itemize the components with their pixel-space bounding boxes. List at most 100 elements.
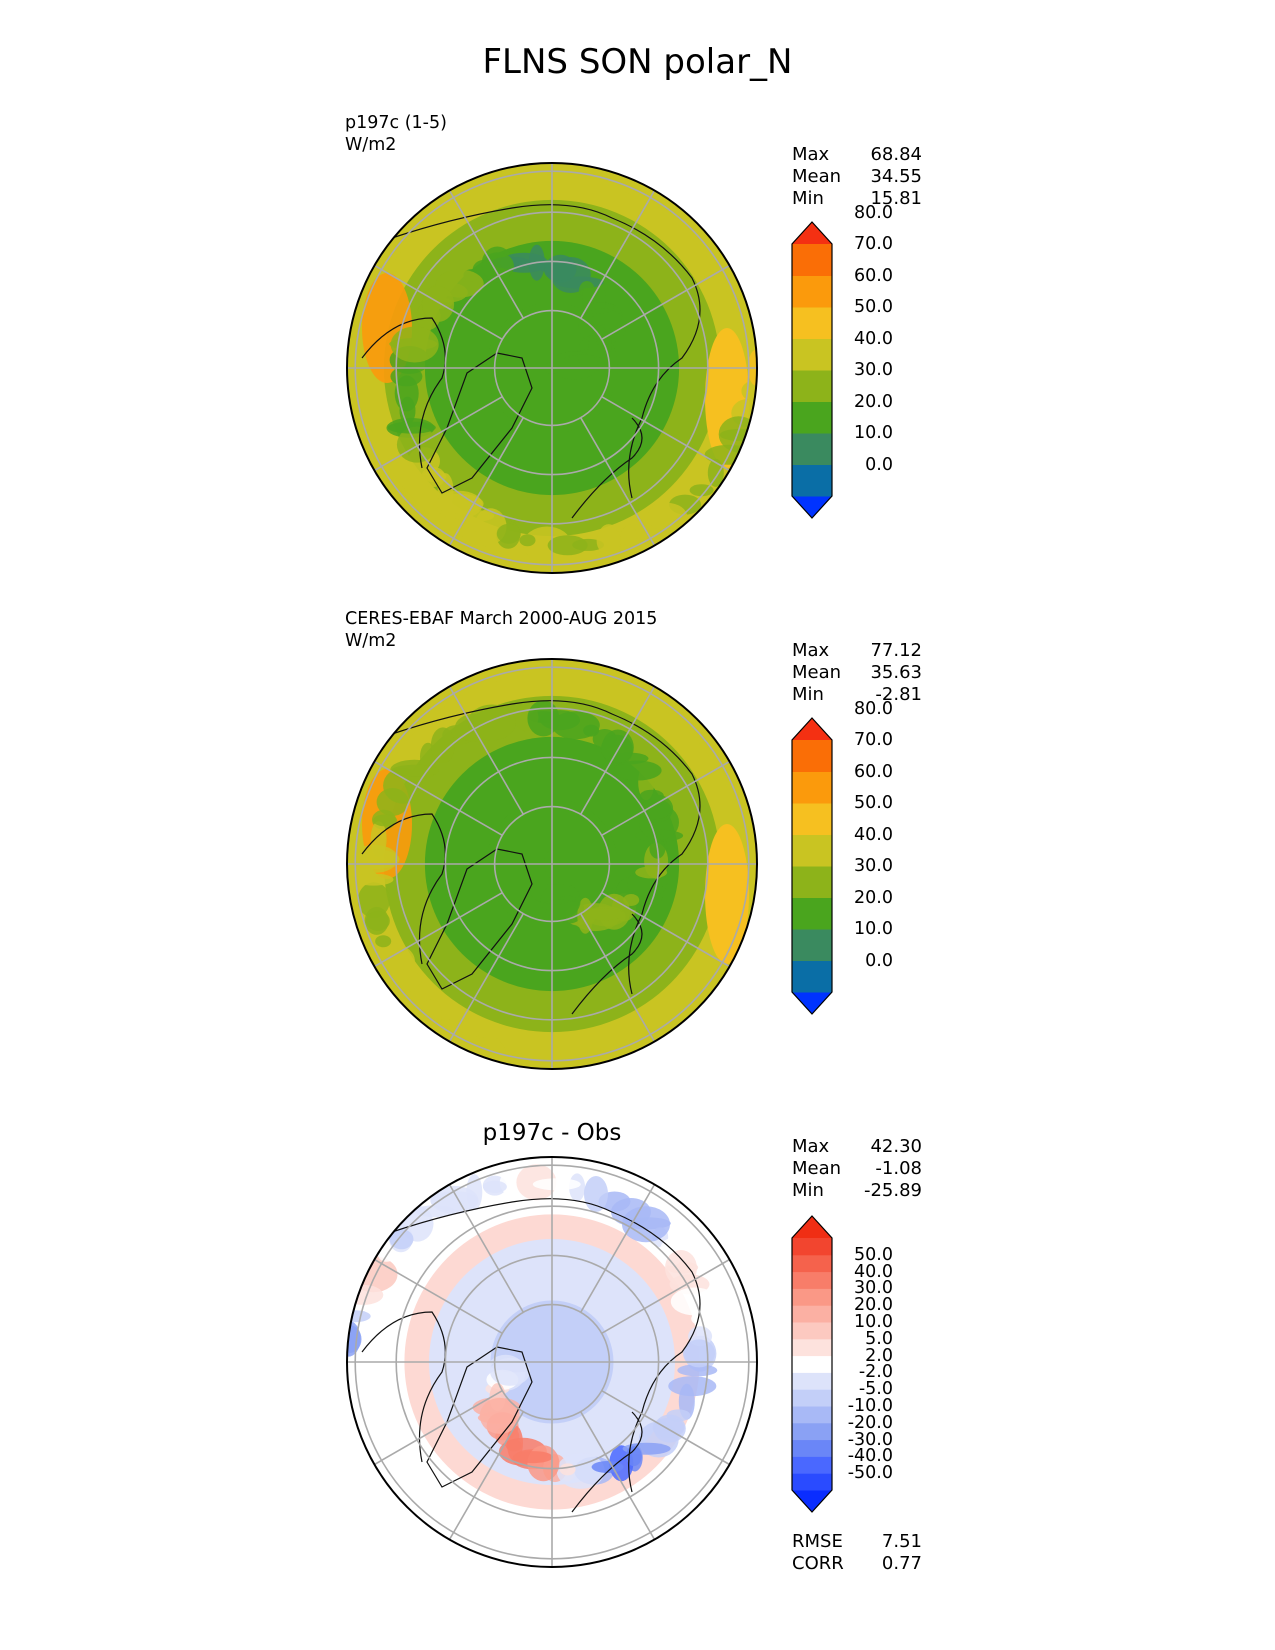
colorbar-tick-label: 50.0 <box>854 1244 893 1265</box>
colorbar-tick-label: 40.0 <box>854 328 893 349</box>
colorbar-segment <box>792 275 832 308</box>
graticule-meridian <box>374 264 503 340</box>
graticule-meridian <box>374 396 503 472</box>
field-blotch <box>496 523 521 544</box>
colorbar-tick-label: -30.0 <box>847 1429 893 1450</box>
field-blotch <box>353 873 394 886</box>
field-blotch <box>430 1191 479 1212</box>
colorbar-segment <box>792 1271 832 1289</box>
stats-block-test: Max 68.84 Mean 34.55 Min 15.81 <box>792 144 922 210</box>
field-blotch <box>467 704 516 741</box>
field-blotch <box>613 760 662 781</box>
colorbar-segment <box>792 960 832 993</box>
field-blotch <box>556 1452 605 1489</box>
graticule-meridian <box>448 1184 524 1313</box>
field-blotch <box>389 1229 414 1250</box>
stat-value: -1.08 <box>875 1158 922 1179</box>
field-blotch <box>639 789 664 802</box>
colorbar-segment <box>792 1406 832 1424</box>
graticule-meridian <box>601 264 730 340</box>
colorbar-tick-label: 30.0 <box>854 1278 893 1299</box>
field-blotch <box>357 882 390 919</box>
colorbar-extend-low <box>792 992 832 1014</box>
field-blotch <box>583 908 624 921</box>
field-blotch <box>582 302 615 314</box>
colorbar-segment <box>792 1389 832 1407</box>
coastline-greenland <box>426 848 533 990</box>
graticule-meridian <box>601 892 730 968</box>
colorbar-extend-high <box>792 718 832 740</box>
field-blotch <box>382 969 423 990</box>
stat-row: Max 42.30 <box>792 1136 922 1158</box>
colorbar-segment <box>792 1355 832 1373</box>
stat-row: Min -25.89 <box>792 1180 922 1202</box>
colorbar-tick-label: 80.0 <box>854 698 893 719</box>
field-blotch <box>387 421 436 434</box>
colorbar-segment <box>792 433 832 465</box>
colorbar-tick-label: 5.0 <box>865 1328 893 1349</box>
field-blotch <box>596 526 621 555</box>
coastline-eurasia <box>391 204 701 499</box>
graticule-meridian <box>580 417 656 546</box>
field-blotch <box>422 286 455 322</box>
stat-name: CORR <box>792 1553 844 1574</box>
colorbar-segment <box>792 1305 832 1323</box>
field-blotch <box>647 502 688 531</box>
colorbar-difference <box>791 1215 833 1513</box>
panel-units: W/m2 <box>345 135 397 155</box>
field-blotch <box>668 1376 717 1397</box>
colorbar-segment <box>792 307 832 339</box>
field-blotch <box>532 1178 581 1191</box>
colorbar-tick-label: 60.0 <box>854 761 893 782</box>
colorbar-segment <box>792 1254 832 1273</box>
colorbar-tick-label: 50.0 <box>854 793 893 813</box>
stat-name: Max <box>792 1136 830 1157</box>
field-blotch <box>519 534 536 547</box>
field-blotch <box>622 1206 670 1243</box>
field-blotch <box>578 281 595 301</box>
stat-value: 77.12 <box>870 640 922 661</box>
colorbar-segment <box>792 1439 832 1457</box>
map-boundary <box>346 658 758 1070</box>
field-blotch <box>707 458 724 487</box>
stat-value: -2.81 <box>875 684 922 705</box>
colorbar-segment <box>792 929 832 961</box>
panel-name: CERES-EBAF March 2000-AUG 2015 <box>345 609 658 629</box>
graticule-meridian <box>448 913 524 1042</box>
colorbar-tick-label: 20.0 <box>854 887 893 908</box>
map-boundary <box>346 162 758 574</box>
colorbar-segment <box>792 740 832 772</box>
colorbar-tick-label: 70.0 <box>854 234 893 254</box>
field-blotch <box>559 1463 576 1476</box>
polar-map-test <box>346 162 758 574</box>
stat-row: Max 68.84 <box>792 144 922 166</box>
colorbar-tick-label: -10.0 <box>847 1396 893 1416</box>
stat-row: CORR 0.77 <box>792 1553 922 1575</box>
graticule-meridian <box>601 396 730 472</box>
colorbar-tick-label: 50.0 <box>854 297 893 317</box>
stat-value: 0.77 <box>881 1553 922 1574</box>
colorbar-segment <box>792 1238 832 1256</box>
map-boundary <box>346 1156 758 1568</box>
stats-block-reference: Max 77.12 Mean 35.63 Min -2.81 <box>792 640 922 706</box>
colorbar-tick-label: 20.0 <box>854 1295 893 1316</box>
colorbar-segment <box>792 1372 832 1390</box>
graticule-meridian <box>601 1390 730 1466</box>
field-blotch <box>347 1284 384 1305</box>
polar-map-difference <box>346 1156 758 1568</box>
coastline-north-america <box>361 813 446 965</box>
colorbar-tick-label: -5.0 <box>858 1379 893 1400</box>
coastline-scandinavia <box>571 1411 643 1513</box>
colorbar-tick-label: 60.0 <box>854 265 893 286</box>
stat-name: Min <box>792 1180 824 1201</box>
colorbar-outline <box>791 717 833 1015</box>
stat-row: Max 77.12 <box>792 640 922 662</box>
colorbar-segment <box>792 771 832 804</box>
graticule-meridian <box>374 760 503 836</box>
error-stats-block: RMSE 7.51 CORR 0.77 <box>792 1531 922 1575</box>
stat-value: 15.81 <box>870 188 922 209</box>
field-blotch <box>418 999 442 1028</box>
colorbar-segment <box>792 897 832 930</box>
colorbar-test <box>791 221 833 519</box>
